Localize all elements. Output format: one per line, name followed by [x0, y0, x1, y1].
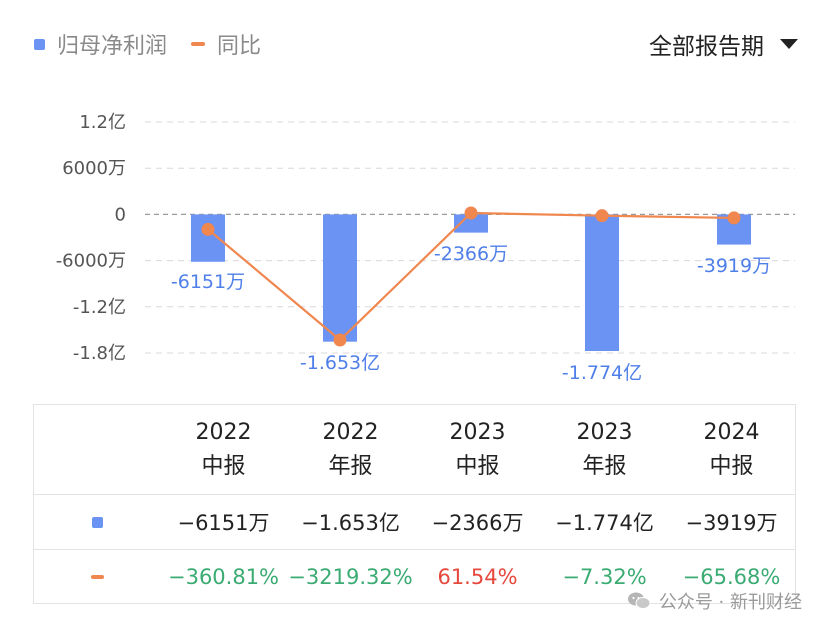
legend-item-yoy[interactable]: 同比 — [191, 28, 261, 60]
table-cell: −1.653亿 — [301, 511, 400, 535]
header-period: 中报 — [455, 453, 500, 479]
profit-bar — [454, 214, 488, 233]
header-period: 中报 — [709, 453, 754, 479]
legend-item-profit[interactable]: 归母净利润 — [34, 28, 167, 60]
header-year: 2022 — [195, 419, 252, 445]
table-row-yoy: −360.81% −3219.32% 61.54% −7.32% −65.68% — [34, 550, 795, 604]
yoy-point — [201, 222, 215, 236]
wechat-icon — [627, 592, 651, 609]
chart-legend: 归母净利润 同比 — [34, 28, 285, 60]
y-tick-label: 1.2亿 — [79, 112, 126, 133]
table-cell: −1.774亿 — [555, 511, 654, 535]
period-select-value: 全部报告期 — [649, 34, 764, 60]
row-yoy-marker — [34, 550, 160, 604]
header-corner — [34, 405, 160, 494]
line-swatch-icon — [90, 575, 104, 579]
table-cell: −3219.32% — [288, 565, 413, 589]
yoy-point — [727, 211, 741, 225]
watermark-text: 公众号 · 新刊财经 — [658, 592, 802, 613]
header-year: 2023 — [449, 419, 506, 445]
table-cell: −7.32% — [562, 565, 647, 589]
legend-bar-swatch — [34, 38, 45, 50]
profit-bar — [323, 214, 357, 342]
period-select[interactable]: 全部报告期 — [649, 26, 798, 62]
y-tick-label: 0 — [115, 204, 126, 225]
table-cell: −6151万 — [177, 511, 270, 535]
header-col-3: 2023 中报 — [414, 405, 541, 494]
y-tick-label: -1.8亿 — [73, 343, 126, 364]
table-cell: −360.81% — [167, 565, 280, 589]
header-col-4: 2023 年报 — [541, 405, 668, 494]
header-period: 年报 — [328, 453, 373, 479]
header-year: 2022 — [322, 419, 379, 445]
table-cell: −65.68% — [682, 565, 781, 589]
yoy-point — [595, 209, 609, 223]
header-col-5: 2024 中报 — [668, 405, 795, 494]
profit-bar — [585, 214, 619, 351]
legend-line-swatch — [191, 42, 206, 46]
row-profit-marker — [34, 495, 160, 549]
watermark: 公众号 · 新刊财经 — [627, 586, 802, 616]
caret-down-icon — [780, 39, 798, 49]
table-row-profit: −6151万 −1.653亿 −2366万 −1.774亿 −3919万 — [34, 495, 795, 550]
y-tick-label: -6000万 — [56, 251, 126, 272]
header-period: 中报 — [201, 453, 246, 479]
bar-data-label: -2366万 — [434, 243, 508, 265]
header-year: 2023 — [576, 419, 633, 445]
table-cell: 61.54% — [437, 565, 518, 589]
data-table: 2022 中报 2022 年报 2023 中报 2023 年报 2024 中报 −6151… — [33, 404, 796, 604]
yoy-point — [464, 206, 478, 220]
table-cell: −3919万 — [685, 511, 778, 535]
header-col-2: 2022 年报 — [287, 405, 414, 494]
table-header-row: 2022 中报 2022 年报 2023 中报 2023 年报 2024 中报 — [34, 405, 795, 495]
profit-chart: 1.2亿 6000万 0 -6000万 -1.2亿 -1.8亿 -6151万 -1.653亿 -… — [56, 112, 795, 384]
bar-swatch-icon — [91, 516, 103, 528]
yoy-point — [333, 333, 347, 347]
header-col-1: 2022 中报 — [160, 405, 287, 494]
bar-data-label: -1.653亿 — [300, 352, 380, 374]
legend-profit-label: 归母净利润 — [57, 34, 168, 59]
y-tick-label: 6000万 — [62, 158, 126, 179]
header-period: 年报 — [582, 453, 627, 479]
y-tick-label: -1.2亿 — [73, 297, 126, 318]
table-cell: −2366万 — [431, 511, 524, 535]
legend-yoy-label: 同比 — [217, 34, 262, 59]
bar-data-label: -6151万 — [171, 271, 245, 293]
header-year: 2024 — [703, 419, 760, 445]
bar-data-label: -3919万 — [697, 255, 771, 277]
bar-data-label: -1.774亿 — [562, 362, 642, 384]
